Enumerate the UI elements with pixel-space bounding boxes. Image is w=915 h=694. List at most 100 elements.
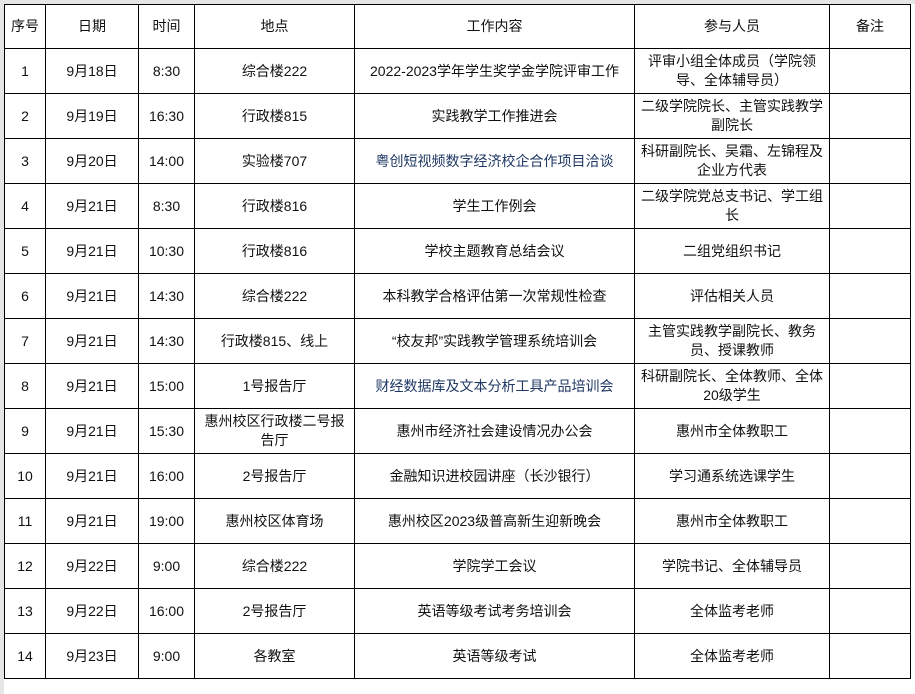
cell-date[interactable]: 9月20日	[45, 138, 139, 184]
cell-date[interactable]: 9月22日	[45, 588, 139, 634]
cell-no[interactable]: 13	[4, 588, 46, 634]
cell-note[interactable]	[829, 498, 911, 544]
cell-note[interactable]	[829, 138, 911, 184]
cell-place[interactable]: 2号报告厅	[194, 588, 355, 634]
cell-no[interactable]: 12	[4, 543, 46, 589]
cell-no[interactable]: 10	[4, 453, 46, 499]
cell-place[interactable]: 实验楼707	[194, 138, 355, 184]
cell-date[interactable]: 9月21日	[45, 183, 139, 229]
cell-content[interactable]: 惠州校区2023级普高新生迎新晚会	[354, 498, 635, 544]
cell-people[interactable]: 评审小组全体成员（学院领导、全体辅导员）	[634, 48, 830, 94]
cell-date[interactable]: 9月21日	[45, 453, 139, 499]
cell-place[interactable]: 综合楼222	[194, 48, 355, 94]
header-content[interactable]: 工作内容	[354, 4, 635, 49]
header-date[interactable]: 日期	[45, 4, 139, 49]
cell-time[interactable]: 16:00	[138, 453, 195, 499]
cell-note[interactable]	[829, 588, 911, 634]
cell-note[interactable]	[829, 408, 911, 454]
header-no[interactable]: 序号	[4, 4, 46, 49]
cell-note[interactable]	[829, 228, 911, 274]
cell-place[interactable]: 各教室	[194, 633, 355, 679]
cell-content[interactable]: 英语等级考试	[354, 633, 635, 679]
cell-note[interactable]	[829, 543, 911, 589]
header-time[interactable]: 时间	[138, 4, 195, 49]
cell-place[interactable]: 综合楼222	[194, 273, 355, 319]
cell-place[interactable]: 1号报告厅	[194, 363, 355, 409]
cell-note[interactable]	[829, 453, 911, 499]
cell-time[interactable]: 14:30	[138, 318, 195, 364]
cell-date[interactable]: 9月19日	[45, 93, 139, 139]
cell-people[interactable]: 惠州市全体教职工	[634, 408, 830, 454]
cell-no[interactable]: 8	[4, 363, 46, 409]
header-note[interactable]: 备注	[829, 4, 911, 49]
cell-time[interactable]: 8:30	[138, 48, 195, 94]
cell-time[interactable]: 15:30	[138, 408, 195, 454]
cell-no[interactable]: 5	[4, 228, 46, 274]
cell-date[interactable]: 9月21日	[45, 318, 139, 364]
cell-time[interactable]: 14:00	[138, 138, 195, 184]
cell-content[interactable]: 学院学工会议	[354, 543, 635, 589]
cell-date[interactable]: 9月21日	[45, 273, 139, 319]
cell-no[interactable]: 4	[4, 183, 46, 229]
cell-time[interactable]: 19:00	[138, 498, 195, 544]
cell-date[interactable]: 9月22日	[45, 543, 139, 589]
cell-people[interactable]: 惠州市全体教职工	[634, 498, 830, 544]
cell-content[interactable]: “校友邦”实践教学管理系统培训会	[354, 318, 635, 364]
cell-date[interactable]: 9月21日	[45, 228, 139, 274]
cell-time[interactable]: 9:00	[138, 633, 195, 679]
cell-time[interactable]: 10:30	[138, 228, 195, 274]
cell-no[interactable]: 2	[4, 93, 46, 139]
cell-no[interactable]: 11	[4, 498, 46, 544]
cell-note[interactable]	[829, 363, 911, 409]
cell-content[interactable]: 财经数据库及文本分析工具产品培训会	[354, 363, 635, 409]
cell-no[interactable]: 6	[4, 273, 46, 319]
cell-no[interactable]: 14	[4, 633, 46, 679]
cell-people[interactable]: 二级学院院长、主管实践教学副院长	[634, 93, 830, 139]
cell-content[interactable]: 惠州市经济社会建设情况办公会	[354, 408, 635, 454]
cell-people[interactable]: 二组党组织书记	[634, 228, 830, 274]
cell-time[interactable]: 15:00	[138, 363, 195, 409]
cell-place[interactable]: 惠州校区体育场	[194, 498, 355, 544]
header-place[interactable]: 地点	[194, 4, 355, 49]
cell-date[interactable]: 9月21日	[45, 363, 139, 409]
cell-place[interactable]: 行政楼815、线上	[194, 318, 355, 364]
cell-people[interactable]: 科研副院长、吴霜、左锦程及企业方代表	[634, 138, 830, 184]
cell-no[interactable]: 9	[4, 408, 46, 454]
cell-people[interactable]: 学院书记、全体辅导员	[634, 543, 830, 589]
cell-note[interactable]	[829, 318, 911, 364]
cell-people[interactable]: 全体监考老师	[634, 633, 830, 679]
cell-no[interactable]: 7	[4, 318, 46, 364]
cell-people[interactable]: 二级学院党总支书记、学工组长	[634, 183, 830, 229]
cell-content[interactable]: 本科教学合格评估第一次常规性检查	[354, 273, 635, 319]
cell-time[interactable]: 8:30	[138, 183, 195, 229]
header-people[interactable]: 参与人员	[634, 4, 830, 49]
cell-place[interactable]: 行政楼815	[194, 93, 355, 139]
cell-place[interactable]: 行政楼816	[194, 228, 355, 274]
cell-people[interactable]: 科研副院长、全体教师、全体20级学生	[634, 363, 830, 409]
cell-place[interactable]: 2号报告厅	[194, 453, 355, 499]
cell-place[interactable]: 惠州校区行政楼二号报告厅	[194, 408, 355, 454]
cell-no[interactable]: 3	[4, 138, 46, 184]
cell-place[interactable]: 行政楼816	[194, 183, 355, 229]
cell-content[interactable]: 学生工作例会	[354, 183, 635, 229]
cell-note[interactable]	[829, 273, 911, 319]
cell-note[interactable]	[829, 183, 911, 229]
cell-time[interactable]: 9:00	[138, 543, 195, 589]
cell-time[interactable]: 16:00	[138, 588, 195, 634]
cell-people[interactable]: 主管实践教学副院长、教务员、授课教师	[634, 318, 830, 364]
cell-no[interactable]: 1	[4, 48, 46, 94]
cell-date[interactable]: 9月23日	[45, 633, 139, 679]
cell-content[interactable]: 金融知识进校园讲座（长沙银行）	[354, 453, 635, 499]
cell-content[interactable]: 2022-2023学年学生奖学金学院评审工作	[354, 48, 635, 94]
cell-content[interactable]: 实践教学工作推进会	[354, 93, 635, 139]
cell-people[interactable]: 学习通系统选课学生	[634, 453, 830, 499]
cell-note[interactable]	[829, 633, 911, 679]
cell-place[interactable]: 综合楼222	[194, 543, 355, 589]
cell-content[interactable]: 粤创短视频数字经济校企合作项目洽谈	[354, 138, 635, 184]
cell-note[interactable]	[829, 93, 911, 139]
cell-people[interactable]: 全体监考老师	[634, 588, 830, 634]
cell-time[interactable]: 16:30	[138, 93, 195, 139]
cell-content[interactable]: 学校主题教育总结会议	[354, 228, 635, 274]
cell-date[interactable]: 9月18日	[45, 48, 139, 94]
cell-date[interactable]: 9月21日	[45, 408, 139, 454]
